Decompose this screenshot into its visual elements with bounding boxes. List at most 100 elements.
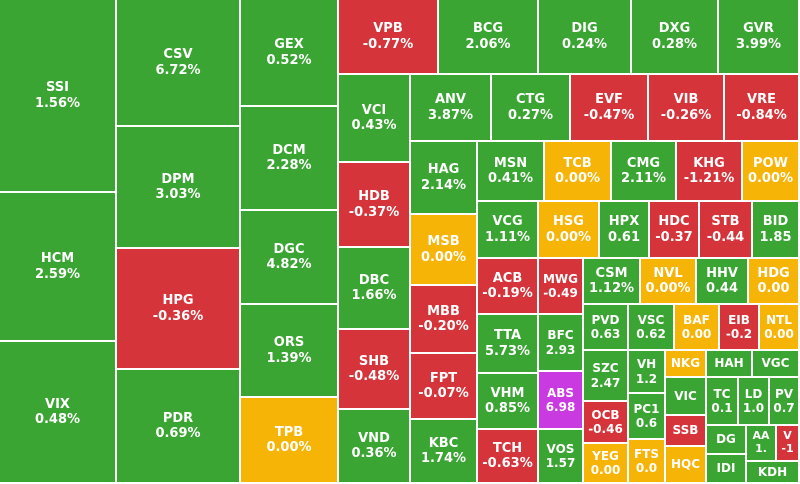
tile-cmg[interactable]: CMG 2.11% [612, 142, 677, 202]
tile-ntl[interactable]: NTL 0.00 [760, 305, 800, 351]
tile-vib[interactable]: VIB -0.26% [649, 75, 725, 142]
tile-shb[interactable]: SHB -0.48% [339, 330, 411, 410]
tile-mwg[interactable]: MWG -0.49 [539, 259, 584, 315]
tile-msb[interactable]: MSB 0.00% [411, 215, 478, 286]
ticker-label: HDC [658, 214, 690, 230]
tile-bcg[interactable]: BCG 2.06% [439, 0, 539, 75]
tile-dcm[interactable]: DCM 2.28% [241, 107, 339, 211]
tile-khg[interactable]: KHG -1.21% [677, 142, 743, 202]
tile-hdb[interactable]: HDB -0.37% [339, 163, 411, 248]
tile-vix[interactable]: VIX 0.48% [0, 342, 117, 484]
tile-kbc[interactable]: KBC 1.74% [411, 420, 478, 484]
tile-szc[interactable]: SZC 2.47 [584, 351, 629, 402]
tile-nvl[interactable]: NVL 0.00% [641, 259, 697, 305]
tile-vre[interactable]: VRE -0.84% [725, 75, 800, 142]
tile-aa[interactable]: AA 1. [747, 426, 777, 462]
tile-fts[interactable]: FTS 0.0 [629, 440, 666, 484]
change-label: 1.57 [545, 456, 576, 470]
tile-vsc[interactable]: VSC 0.62 [629, 305, 675, 351]
tile-vcg[interactable]: VCG 1.11% [478, 202, 539, 259]
tile-hdg[interactable]: HDG 0.00 [749, 259, 800, 305]
tile-tch[interactable]: TCH -0.63% [478, 430, 539, 484]
tile-dpm[interactable]: DPM 3.03% [117, 127, 241, 249]
tile-hsg[interactable]: HSG 0.00% [539, 202, 600, 259]
tile-hpg[interactable]: HPG -0.36% [117, 249, 241, 370]
tile-ssi[interactable]: SSI 1.56% [0, 0, 117, 193]
ticker-label: ACB [492, 270, 523, 286]
tile-abs[interactable]: ABS 6.98 [539, 372, 584, 430]
tile-hah[interactable]: HAH [707, 351, 753, 378]
tile-hag[interactable]: HAG 2.14% [411, 142, 478, 215]
ticker-label: STB [711, 214, 740, 230]
tile-dgc[interactable]: DGC 4.82% [241, 211, 339, 305]
change-label: -0.37 [655, 229, 693, 245]
ticker-label: VND [358, 430, 390, 446]
tile-v[interactable]: V -1 [777, 426, 800, 462]
tile-bfc[interactable]: BFC 2.93 [539, 315, 584, 372]
tile-msn[interactable]: MSN 0.41% [478, 142, 545, 202]
tile-dxg[interactable]: DXG 0.28% [632, 0, 719, 75]
tile-acb[interactable]: ACB -0.19% [478, 259, 539, 315]
tile-ors[interactable]: ORS 1.39% [241, 305, 339, 398]
ticker-label: MSN [493, 155, 528, 171]
tile-hdc[interactable]: HDC -0.37 [650, 202, 700, 259]
tile-csm[interactable]: CSM 1.12% [584, 259, 641, 305]
ticker-label: TTA [493, 328, 522, 344]
ticker-label: CSM [595, 265, 628, 281]
tile-eib[interactable]: EIB -0.2 [720, 305, 760, 351]
tile-fpt[interactable]: FPT -0.07% [411, 354, 478, 420]
change-label: 4.82% [266, 257, 312, 272]
tile-yeg[interactable]: YEG 0.00 [584, 444, 629, 484]
tile-hhv[interactable]: HHV 0.44 [697, 259, 749, 305]
change-label: 1.2 [635, 371, 658, 386]
tile-ld[interactable]: LD 1.0 [739, 378, 770, 426]
tile-ocb[interactable]: OCB -0.46 [584, 402, 629, 444]
tile-gvr[interactable]: GVR 3.99% [719, 0, 800, 75]
tile-vgc[interactable]: VGC [753, 351, 800, 378]
tile-gex[interactable]: GEX 0.52% [241, 0, 339, 107]
change-label: -0.63% [482, 456, 533, 471]
tile-baf[interactable]: BAF 0.00 [675, 305, 720, 351]
tile-evf[interactable]: EVF -0.47% [571, 75, 649, 142]
tile-hpx[interactable]: HPX 0.61 [600, 202, 650, 259]
tile-tta[interactable]: TTA 5.73% [478, 315, 539, 374]
tile-kdh[interactable]: KDH [747, 462, 800, 484]
tile-idi[interactable]: IDI [707, 455, 747, 484]
tile-vos[interactable]: VOS 1.57 [539, 430, 584, 484]
tile-pv[interactable]: PV 0.7 [770, 378, 800, 426]
change-label: -0.20% [418, 319, 469, 334]
change-label: 2.14% [420, 177, 467, 193]
change-label: 1.0 [742, 401, 765, 415]
tile-tc[interactable]: TC 0.1 [707, 378, 739, 426]
tile-pc1[interactable]: PC1 0.6 [629, 394, 666, 440]
tile-tcb[interactable]: TCB 0.00% [545, 142, 612, 202]
tile-bid[interactable]: BID 1.85 [753, 202, 800, 259]
tile-vhm[interactable]: VHM 0.85% [478, 374, 539, 430]
tile-pvd[interactable]: PVD 0.63 [584, 305, 629, 351]
tile-mbb[interactable]: MBB -0.20% [411, 286, 478, 354]
tile-hcm[interactable]: HCM 2.59% [0, 193, 117, 342]
tile-anv[interactable]: ANV 3.87% [411, 75, 492, 142]
ticker-label: GEX [274, 37, 304, 53]
change-label: 2.93 [545, 342, 576, 357]
tile-vnd[interactable]: VND 0.36% [339, 410, 411, 484]
tile-pdr[interactable]: PDR 0.69% [117, 370, 241, 484]
tile-ctg[interactable]: CTG 0.27% [492, 75, 571, 142]
tile-ssb[interactable]: SSB [666, 416, 707, 447]
tile-stb[interactable]: STB -0.44 [700, 202, 753, 259]
ticker-label: HHV [706, 265, 738, 281]
tile-dig[interactable]: DIG 0.24% [539, 0, 632, 75]
tile-vci[interactable]: VCI 0.43% [339, 75, 411, 163]
tile-csv[interactable]: CSV 6.72% [117, 0, 241, 127]
tile-pow[interactable]: POW 0.00% [743, 142, 800, 202]
tile-dbc[interactable]: DBC 1.66% [339, 248, 411, 330]
tile-vpb[interactable]: VPB -0.77% [339, 0, 439, 75]
change-label: -0.48% [348, 369, 400, 384]
tile-vh[interactable]: VH 1.2 [629, 351, 666, 394]
tile-vic[interactable]: VIC [666, 378, 707, 416]
tile-nkg[interactable]: NKG [666, 351, 707, 378]
tile-dg[interactable]: DG [707, 426, 747, 455]
change-label: 1. [755, 442, 767, 455]
tile-tpb[interactable]: TPB 0.00% [241, 398, 339, 484]
tile-hqc[interactable]: HQC [666, 447, 707, 484]
